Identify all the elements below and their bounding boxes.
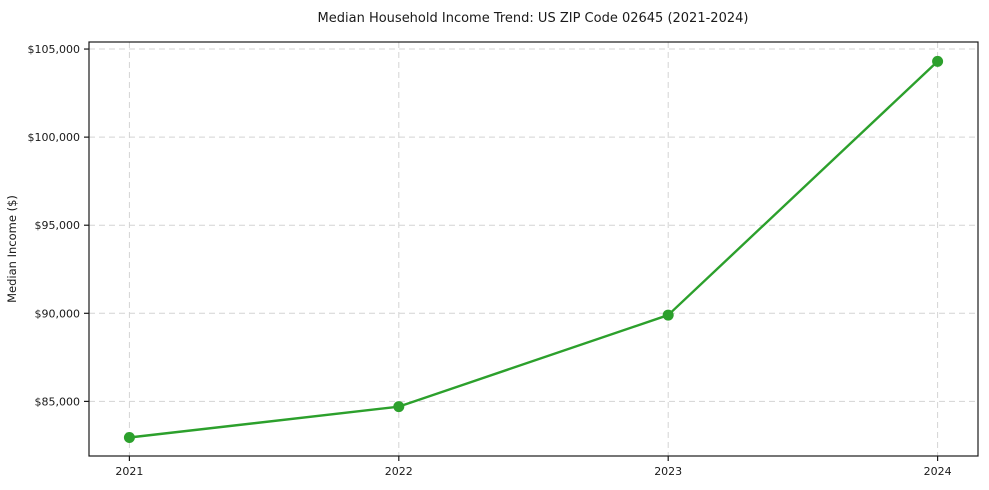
data-point-marker — [662, 309, 674, 321]
chart-title: Median Household Income Trend: US ZIP Co… — [318, 11, 749, 26]
plot-border — [88, 41, 979, 457]
x-tick-label: 2022 — [385, 465, 413, 478]
y-tick-label: $90,000 — [35, 307, 81, 320]
y-tick-label: $95,000 — [35, 219, 81, 232]
x-tick-label: 2021 — [115, 465, 143, 478]
y-tick-label: $100,000 — [28, 131, 81, 144]
income-trend-line — [128, 60, 939, 439]
data-series-layer — [123, 55, 944, 444]
data-point-marker — [123, 432, 135, 444]
axis-ticks-layer: $85,000 $90,000 $95,000 $100,000 $105,000 202… — [28, 43, 952, 478]
x-tick-label: 2023 — [654, 465, 682, 478]
x-tick-label: 2024 — [924, 465, 952, 478]
y-tick-label: $105,000 — [28, 43, 81, 56]
y-tick-label: $85,000 — [35, 395, 81, 408]
data-point-marker — [393, 401, 405, 413]
gridlines-layer — [89, 42, 978, 456]
y-axis-label: Median Income ($) — [5, 195, 19, 303]
data-point-marker — [932, 55, 944, 67]
